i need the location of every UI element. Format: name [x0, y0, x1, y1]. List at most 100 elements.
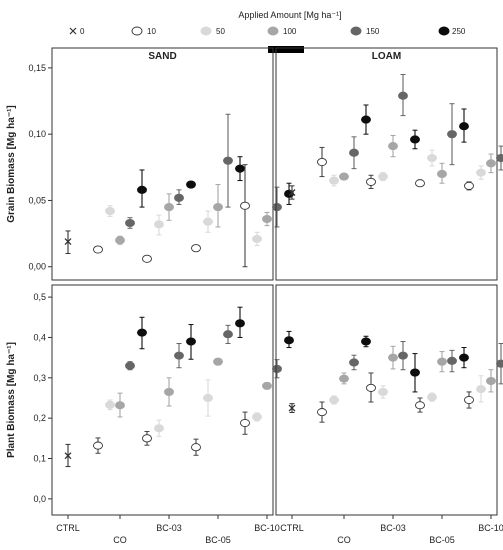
data-point [137, 185, 147, 194]
data-point [339, 172, 349, 181]
legend-label: 10 [147, 27, 156, 36]
data-point [191, 443, 201, 452]
y-tick-label: 0,5 [33, 292, 46, 302]
data-point [317, 408, 327, 417]
data-point-cross [64, 452, 72, 460]
y-tick-label: 0,4 [33, 332, 46, 342]
data-point [262, 214, 272, 224]
data-point [240, 201, 250, 210]
y-tick-label: 0,05 [28, 195, 46, 205]
data-point [252, 412, 262, 421]
data-point [142, 434, 152, 443]
data-point [262, 381, 272, 390]
data-point [496, 153, 503, 163]
data-point [361, 337, 371, 346]
data-point [486, 376, 496, 386]
data-point [476, 385, 486, 394]
legend: Applied Amount [Mg ha⁻¹] 0 10 50 100 150 250 [69, 10, 466, 36]
data-point [437, 357, 447, 366]
data-point [398, 351, 408, 360]
data-point [378, 387, 388, 396]
data-point [164, 387, 174, 396]
data-point-cross [288, 404, 296, 412]
y-tick-label: 0,2 [33, 413, 46, 423]
x-tick-label: BC-05 [205, 535, 231, 545]
panel-frame [51, 47, 274, 281]
y-axis-label: Plant Biomass [Mg ha⁻¹] [6, 342, 17, 458]
data-point [415, 401, 425, 410]
data-point [388, 142, 398, 151]
legend-label: 0 [80, 27, 85, 36]
data-point [447, 356, 457, 365]
data-point [203, 217, 213, 226]
data-point [464, 181, 474, 190]
legend-marker-10 [131, 26, 143, 36]
data-point [272, 364, 282, 373]
legend-label: 150 [366, 27, 380, 36]
data-point [366, 383, 376, 392]
x-tick-label: BC-10 [478, 523, 503, 533]
panel-title-sand: SAND [148, 51, 176, 62]
y-tick-label: 0,00 [28, 262, 46, 272]
panel-frame [275, 284, 498, 516]
data-point [459, 122, 469, 131]
data-point [361, 115, 371, 124]
data-point [142, 254, 152, 263]
data-point [284, 336, 294, 345]
y-tick-label: 0,3 [33, 373, 46, 383]
x-tick-label: CTRL [56, 523, 80, 533]
data-point [115, 236, 125, 245]
data-point [486, 159, 496, 168]
data-point [339, 374, 349, 383]
data-point [378, 172, 388, 181]
data-point [223, 156, 233, 165]
data-point [186, 337, 196, 346]
x-tick-label: CTRL [280, 523, 304, 533]
data-point [398, 91, 408, 100]
data-point [464, 395, 474, 405]
data-point [366, 177, 376, 186]
data-point [447, 130, 457, 139]
data-point [235, 319, 245, 328]
data-point [93, 245, 103, 254]
x-tick-label: CO [113, 535, 127, 545]
data-point [476, 168, 486, 177]
legend-marker-100 [267, 26, 279, 36]
data-point [427, 393, 437, 402]
y-tick-label: 0,0 [33, 494, 46, 504]
chart-marks: SAND LOAM 0,00 0,05 0,10 0,15 Grain Biomass [M… [6, 46, 503, 545]
data-point [235, 164, 245, 173]
legend-marker-cross [69, 27, 77, 35]
data-point [349, 148, 359, 157]
legend-marker-150 [350, 26, 362, 36]
data-point [213, 357, 223, 366]
x-tick-label: BC-10 [254, 523, 280, 533]
data-point [223, 330, 233, 339]
x-tick-label: CO [337, 535, 351, 545]
data-point [496, 359, 503, 368]
y-tick-label: 0,1 [33, 454, 46, 464]
data-point [164, 203, 174, 212]
y-axis-label: Grain Biomass [Mg ha⁻¹] [6, 105, 17, 223]
data-point [427, 153, 437, 163]
data-point [137, 328, 147, 337]
y-tick-label: 0,15 [28, 63, 46, 73]
data-point [154, 220, 164, 229]
data-point [174, 193, 184, 202]
data-point [105, 400, 115, 409]
data-point [272, 203, 282, 212]
legend-marker-50 [200, 26, 212, 36]
data-point [410, 135, 420, 144]
panel-frame [51, 284, 274, 516]
panel-frame [275, 47, 498, 281]
data-point [415, 179, 425, 188]
legend-marker-250 [438, 26, 450, 36]
panel-title-loam: LOAM [372, 51, 401, 62]
data-point [329, 176, 339, 185]
data-point [240, 418, 250, 428]
data-point [329, 395, 339, 405]
y-tick-label: 0,10 [28, 129, 46, 139]
data-point [252, 234, 262, 243]
legend-title: Applied Amount [Mg ha⁻¹] [238, 10, 341, 20]
